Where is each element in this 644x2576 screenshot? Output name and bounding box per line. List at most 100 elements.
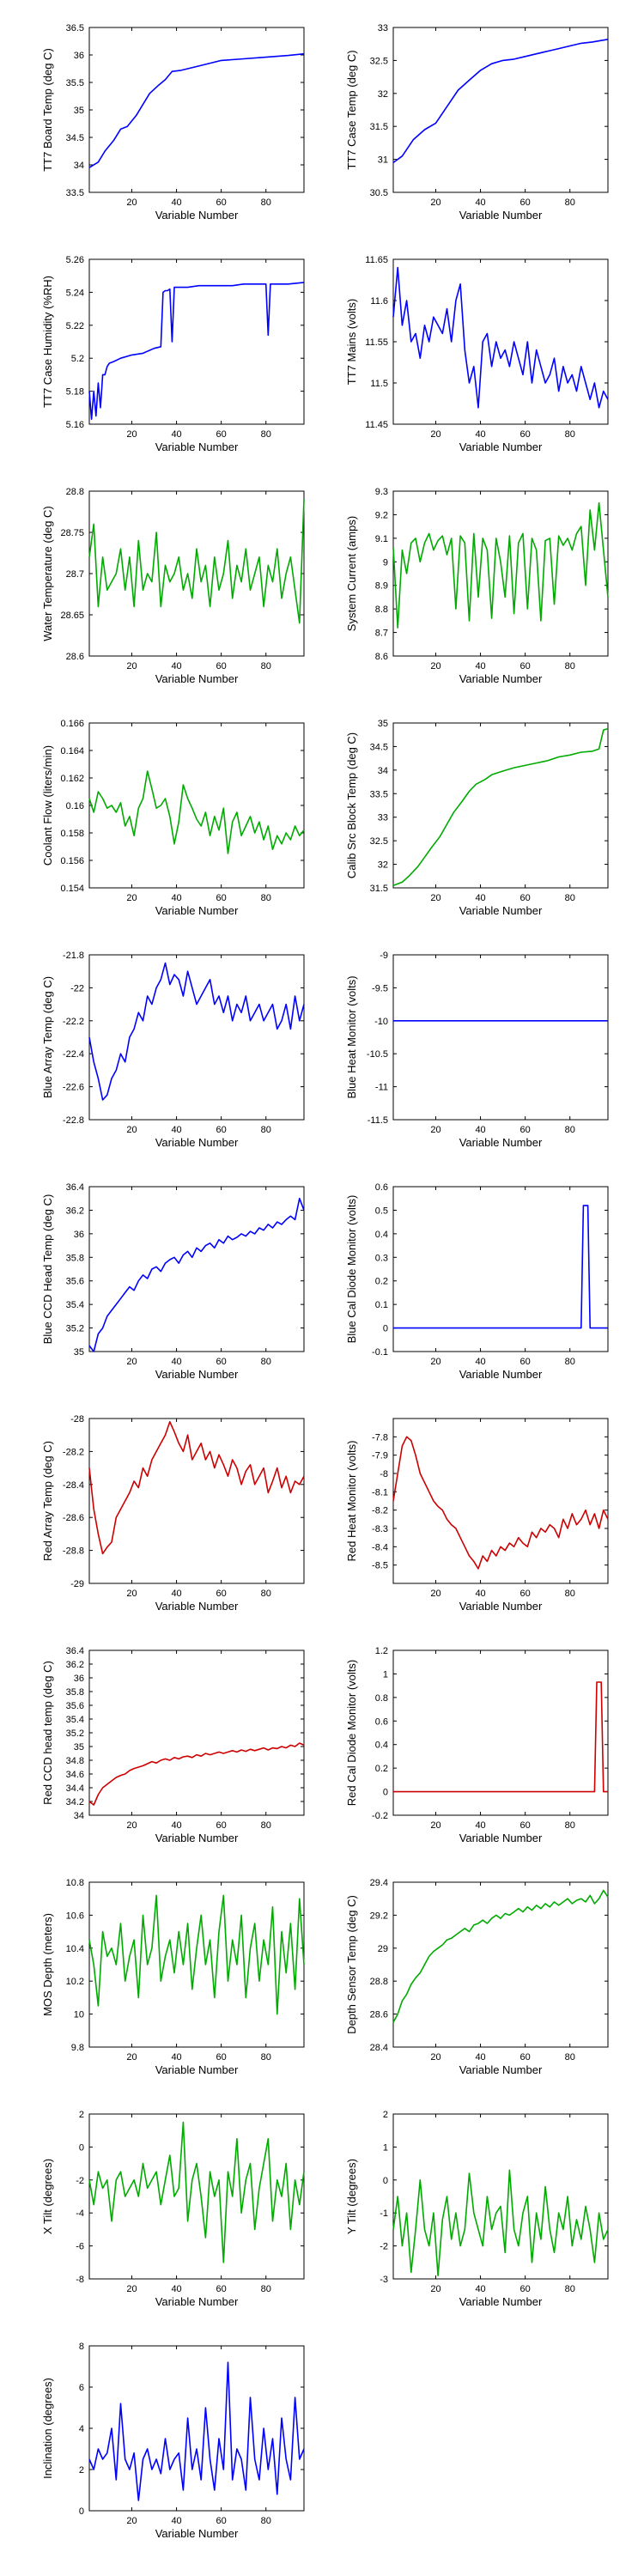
x-axis-label: Variable Number (459, 1600, 543, 1613)
x-tick-label: 20 (126, 1125, 137, 1135)
y-tick-label: 5.24 (66, 288, 84, 298)
x-tick-label: 80 (565, 1357, 575, 1367)
y-tick-label: -1 (380, 2208, 388, 2219)
y-tick-label: 10.8 (66, 1878, 84, 1888)
x-tick-label: 60 (216, 661, 227, 671)
y-axis-label: Blue Array Temp (deg C) (41, 976, 54, 1098)
y-tick-label: 11.65 (365, 255, 388, 265)
y-tick-label: 0.158 (60, 829, 84, 839)
chart-panel: 20 40 60 80 5.16 5.18 5.2 5.22 5.24 5.26 Variable … (41, 255, 305, 453)
y-axis-label: TT7 Board Temp (deg C) (41, 48, 54, 172)
x-tick-label: 40 (171, 2284, 181, 2294)
plot-frame (88, 1186, 305, 1352)
x-axis-label: Variable Number (155, 672, 239, 685)
y-axis-label: TT7 Case Humidity (%RH) (41, 276, 54, 408)
y-tick-label: 28.6 (66, 652, 84, 662)
x-tick-label: 80 (565, 1589, 575, 1599)
x-tick-label: 20 (430, 197, 440, 208)
y-tick-label: 33.5 (370, 789, 388, 799)
y-tick-label: 0 (383, 1324, 388, 1334)
x-axis-label: Variable Number (155, 1832, 239, 1844)
y-tick-label: 0 (79, 2506, 84, 2517)
y-tick-label: 8 (79, 2342, 84, 2352)
x-tick-label: 40 (475, 1589, 485, 1599)
plot-frame (88, 722, 305, 889)
y-tick-label: 10.4 (66, 1944, 84, 1954)
x-tick-label: 20 (126, 429, 137, 440)
series-line (392, 501, 609, 629)
y-tick-label: 34.6 (66, 1770, 84, 1780)
x-tick-label: 60 (216, 1589, 227, 1599)
y-tick-label: -22.6 (63, 1083, 84, 1093)
y-tick-label: -10.5 (367, 1049, 388, 1060)
y-axis-label: Red Heat Monitor (volts) (345, 1441, 358, 1562)
x-tick-label: 20 (430, 429, 440, 440)
x-tick-label: 60 (520, 2052, 531, 2063)
series-line (88, 1421, 305, 1555)
plot-frame (88, 258, 305, 425)
y-tick-label: 1 (383, 2142, 388, 2153)
x-tick-label: 20 (126, 2284, 137, 2294)
x-tick-label: 40 (475, 2284, 485, 2294)
x-tick-label: 40 (171, 2516, 181, 2526)
series-line (393, 1205, 608, 1329)
y-tick-label: 35.4 (66, 1715, 84, 1725)
y-tick-label: 0 (383, 1788, 388, 1798)
x-tick-label: 80 (565, 1125, 575, 1135)
series-line (88, 282, 305, 421)
x-axis-label: Variable Number (459, 904, 543, 917)
x-tick-label: 60 (216, 1357, 227, 1367)
x-tick-label: 20 (430, 1125, 440, 1135)
x-tick-label: 80 (261, 197, 271, 208)
y-tick-label: 32.5 (370, 836, 388, 847)
plot-frame (392, 258, 609, 425)
x-tick-label: 40 (171, 1589, 181, 1599)
y-tick-label: 6 (79, 2383, 84, 2393)
chart-panel: 20 40 60 80 0 2 4 6 8 Variable Number Inclination … (41, 2342, 305, 2540)
x-tick-label: 40 (475, 1357, 485, 1367)
y-tick-label: 2 (79, 2465, 84, 2476)
y-axis-label: Inclination (degrees) (41, 2378, 54, 2479)
plot-frame (392, 1418, 609, 1584)
series-line (88, 1894, 305, 2015)
y-tick-label: 34.8 (66, 1756, 84, 1766)
y-tick-label: -28.4 (63, 1480, 84, 1491)
y-tick-label: 34 (378, 766, 388, 776)
y-tick-label: 28.75 (60, 528, 84, 538)
y-tick-label: 29.4 (370, 1878, 388, 1888)
x-tick-label: 20 (126, 661, 137, 671)
chart-panel: 20 40 60 80 0.154 0.156 0.158 0.16 0.162 0.164 0.1… (41, 719, 305, 917)
x-tick-label: 80 (261, 1125, 271, 1135)
y-tick-label: 34.2 (66, 1797, 84, 1807)
x-tick-label: 80 (565, 2052, 575, 2063)
x-tick-label: 80 (565, 2284, 575, 2294)
plot-frame (88, 27, 305, 193)
y-tick-label: 32 (378, 860, 388, 871)
y-tick-label: 35 (74, 1742, 84, 1753)
y-tick-label: 35.6 (66, 1277, 84, 1287)
x-tick-label: 60 (520, 661, 531, 671)
chart-panel: 20 40 60 80 -11.5 -11 -10.5 -10 -9.5 -9 Variable N… (345, 951, 609, 1149)
x-axis-label: Variable Number (459, 1136, 543, 1149)
y-tick-label: -28.2 (63, 1447, 84, 1457)
y-axis-label: MOS Depth (meters) (41, 1913, 54, 2016)
x-axis-label: Variable Number (459, 1832, 543, 1844)
x-tick-label: 80 (261, 429, 271, 440)
y-tick-label: 0.16 (66, 801, 84, 811)
y-tick-label: 11.6 (370, 296, 388, 307)
y-tick-label: -22.2 (63, 1017, 84, 1027)
y-tick-label: 36 (74, 1674, 84, 1684)
y-tick-label: 34 (74, 1811, 84, 1821)
plot-frame (88, 1649, 305, 1816)
x-tick-label: 40 (475, 1125, 485, 1135)
y-tick-label: 35 (378, 719, 388, 729)
chart-panel: 20 40 60 80 -0.2 0 0.2 0.4 0.6 0.8 1 1.2 Variable Nu… (345, 1646, 609, 1844)
y-axis-label: System Current (amps) (345, 516, 358, 631)
y-tick-label: -22 (70, 983, 84, 993)
y-tick-label: 0.164 (60, 746, 84, 756)
y-tick-label: 5.18 (66, 387, 84, 398)
x-tick-label: 60 (216, 197, 227, 208)
y-tick-label: 5.2 (71, 354, 84, 364)
x-tick-label: 80 (261, 1589, 271, 1599)
